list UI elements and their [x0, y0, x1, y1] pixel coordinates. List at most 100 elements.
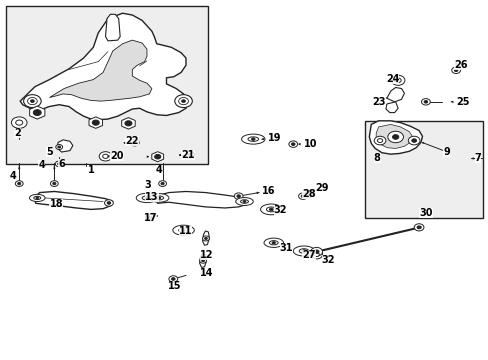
- Circle shape: [11, 117, 27, 129]
- Circle shape: [23, 95, 41, 108]
- Circle shape: [390, 75, 404, 85]
- Circle shape: [387, 131, 403, 143]
- Text: 18: 18: [49, 199, 63, 210]
- Text: 5: 5: [46, 147, 53, 157]
- Text: 19: 19: [267, 134, 281, 143]
- Text: 10: 10: [304, 139, 317, 149]
- Ellipse shape: [155, 196, 163, 200]
- Ellipse shape: [266, 207, 276, 212]
- Circle shape: [269, 208, 273, 211]
- Ellipse shape: [247, 137, 258, 141]
- Circle shape: [451, 67, 460, 73]
- Circle shape: [377, 139, 382, 143]
- Circle shape: [185, 152, 194, 158]
- Circle shape: [58, 146, 61, 148]
- Circle shape: [392, 135, 398, 139]
- Ellipse shape: [172, 225, 194, 235]
- Ellipse shape: [269, 240, 278, 245]
- Text: 17: 17: [143, 213, 157, 222]
- Circle shape: [313, 253, 319, 257]
- Ellipse shape: [149, 194, 168, 202]
- Circle shape: [133, 141, 136, 144]
- Circle shape: [102, 154, 108, 158]
- FancyBboxPatch shape: [5, 6, 207, 164]
- Polygon shape: [202, 231, 209, 245]
- FancyBboxPatch shape: [365, 121, 483, 218]
- Circle shape: [92, 120, 99, 125]
- Text: 28: 28: [302, 189, 315, 199]
- Circle shape: [168, 276, 177, 282]
- Ellipse shape: [29, 194, 45, 202]
- Ellipse shape: [299, 249, 308, 253]
- Circle shape: [291, 143, 294, 145]
- Circle shape: [310, 250, 322, 259]
- Text: 20: 20: [110, 151, 123, 161]
- Ellipse shape: [260, 204, 282, 215]
- Circle shape: [36, 197, 39, 199]
- Polygon shape: [151, 152, 163, 162]
- Circle shape: [298, 193, 307, 199]
- Circle shape: [314, 250, 318, 253]
- Circle shape: [27, 98, 37, 105]
- Ellipse shape: [235, 198, 253, 206]
- Polygon shape: [156, 192, 249, 208]
- Ellipse shape: [178, 228, 188, 233]
- Circle shape: [55, 161, 63, 167]
- Text: 32: 32: [321, 255, 334, 265]
- Text: 4: 4: [38, 159, 45, 170]
- Circle shape: [130, 139, 139, 146]
- Ellipse shape: [142, 196, 151, 200]
- Ellipse shape: [240, 200, 248, 203]
- Circle shape: [33, 110, 41, 116]
- Text: 6: 6: [58, 159, 65, 169]
- Circle shape: [411, 139, 416, 142]
- Circle shape: [251, 138, 254, 140]
- Ellipse shape: [293, 246, 314, 256]
- Circle shape: [302, 250, 305, 252]
- Circle shape: [301, 195, 304, 197]
- Text: 7: 7: [474, 153, 480, 163]
- Circle shape: [50, 181, 58, 186]
- Text: 25: 25: [456, 97, 469, 107]
- Text: 9: 9: [443, 147, 449, 157]
- Text: 15: 15: [167, 281, 181, 291]
- Circle shape: [394, 78, 400, 82]
- Circle shape: [305, 190, 315, 197]
- Circle shape: [154, 154, 161, 159]
- Circle shape: [181, 100, 185, 103]
- Circle shape: [145, 197, 148, 199]
- Text: 22: 22: [125, 136, 138, 146]
- Ellipse shape: [136, 193, 158, 203]
- Circle shape: [158, 197, 160, 199]
- Text: 3: 3: [144, 180, 151, 190]
- Circle shape: [202, 236, 209, 241]
- Text: 14: 14: [199, 268, 213, 278]
- Circle shape: [158, 181, 166, 186]
- Circle shape: [107, 202, 110, 204]
- Text: 4: 4: [156, 165, 162, 175]
- Circle shape: [182, 229, 185, 231]
- Text: 16: 16: [261, 186, 275, 197]
- Circle shape: [188, 154, 191, 156]
- Polygon shape: [30, 106, 45, 119]
- Polygon shape: [34, 192, 113, 210]
- Circle shape: [307, 192, 312, 195]
- Circle shape: [272, 242, 275, 244]
- Circle shape: [171, 278, 175, 280]
- Ellipse shape: [264, 238, 283, 247]
- Text: 24: 24: [385, 74, 399, 84]
- Circle shape: [236, 195, 240, 197]
- Text: 12: 12: [199, 250, 213, 260]
- Text: 29: 29: [315, 183, 328, 193]
- Text: 31: 31: [279, 243, 292, 253]
- Polygon shape: [49, 40, 152, 101]
- Text: 1: 1: [87, 165, 94, 175]
- Polygon shape: [57, 140, 73, 152]
- Circle shape: [104, 200, 113, 206]
- Circle shape: [15, 181, 23, 186]
- Polygon shape: [122, 118, 135, 129]
- Circle shape: [453, 69, 457, 72]
- Text: 4: 4: [9, 171, 16, 181]
- Polygon shape: [368, 121, 422, 154]
- Circle shape: [373, 136, 385, 145]
